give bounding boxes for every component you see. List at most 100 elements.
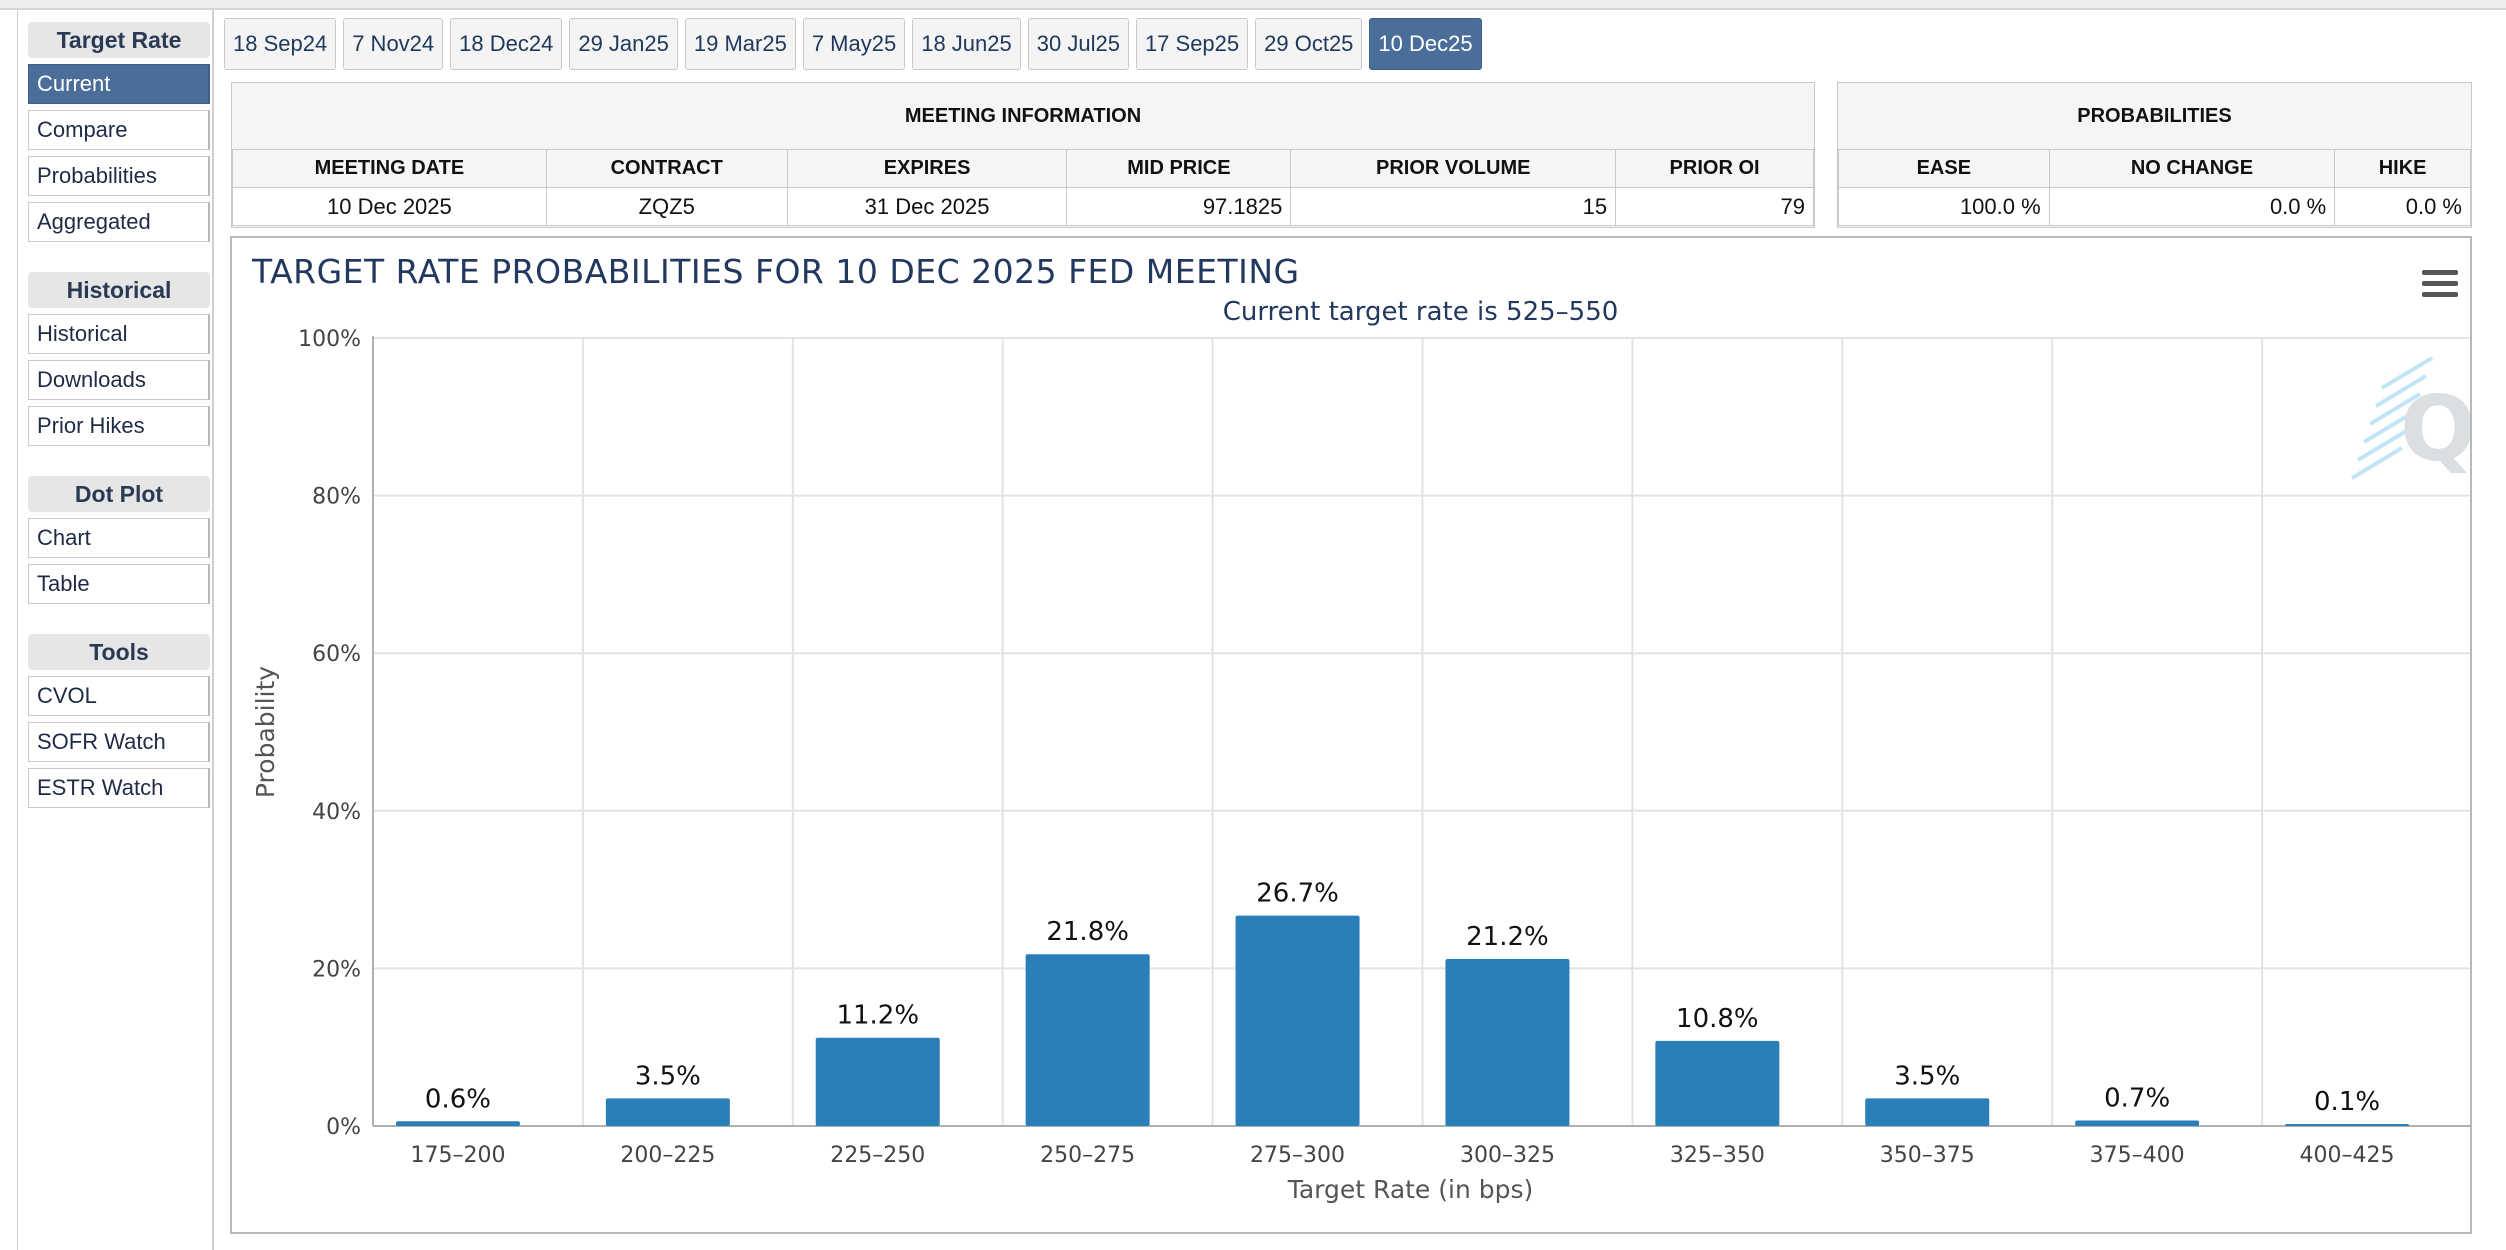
- table-cell: 100.0 %: [1838, 187, 2050, 226]
- sidebar-item[interactable]: SOFR Watch: [28, 722, 210, 762]
- bar-value-label: 10.8%: [1676, 1004, 1759, 1034]
- table-header-cell: HIKE: [2334, 149, 2471, 188]
- sidebar-item[interactable]: Probabilities: [28, 156, 210, 196]
- probability-bar-chart: Current target rate is 525–550 0% 20% 40% 60…: [251, 297, 2477, 1204]
- sidebar-item[interactable]: CVOL: [28, 676, 210, 716]
- sidebar-item[interactable]: Aggregated: [28, 202, 210, 242]
- x-tick-label: 300–325: [1460, 1143, 1555, 1168]
- table-cell: 10 Dec 2025: [232, 187, 547, 226]
- chart-title: TARGET RATE PROBABILITIES FOR 10 DEC 202…: [252, 252, 1300, 291]
- probabilities-header-row: EASE NO CHANGE HIKE: [1838, 149, 2471, 188]
- y-tick-label: 20%: [312, 957, 361, 982]
- meeting-tab[interactable]: 7 May25: [802, 18, 906, 70]
- bar-value-label: 3.5%: [1894, 1061, 1960, 1091]
- probabilities-panel: PROBABILITIES EASE NO CHANGE HIKE 100.0 % 0…: [1837, 82, 2472, 228]
- sidebar-item[interactable]: Historical: [28, 314, 210, 354]
- bar[interactable]: [1865, 1098, 1990, 1126]
- table-header-cell: PRIOR VOLUME: [1290, 149, 1617, 188]
- sidebar-item[interactable]: Current: [28, 64, 210, 104]
- sidebar-item[interactable]: ESTR Watch: [28, 768, 210, 808]
- y-tick-label: 100%: [298, 327, 361, 352]
- table-header-cell: EXPIRES: [786, 149, 1068, 188]
- table-cell: 31 Dec 2025: [786, 187, 1068, 226]
- table-header-cell: MID PRICE: [1066, 149, 1292, 188]
- left-gutter: [0, 10, 18, 1250]
- meeting-information-table: MEETING DATE CONTRACT EXPIRES MID PRICE PRIO…: [232, 149, 1814, 226]
- y-tick-label: 40%: [312, 800, 361, 825]
- bar-value-label: 0.1%: [2314, 1087, 2380, 1117]
- meeting-tab[interactable]: 18 Jun25: [912, 18, 1021, 70]
- table-header-cell: NO CHANGE: [2048, 149, 2336, 188]
- table-cell: 0.0 %: [2048, 187, 2336, 226]
- x-tick-label: 375–400: [2090, 1143, 2185, 1168]
- bar[interactable]: [395, 1121, 520, 1126]
- table-cell: 79: [1615, 187, 1814, 226]
- x-tick-label: 325–350: [1670, 1143, 1765, 1168]
- sidebar-heading: Target Rate: [28, 22, 210, 58]
- meeting-tab[interactable]: 29 Oct25: [1255, 18, 1363, 70]
- y-axis-title: Probability: [251, 666, 280, 798]
- sidebar-item[interactable]: Chart: [28, 518, 210, 558]
- sidebar-item[interactable]: Prior Hikes: [28, 406, 210, 446]
- y-tick-label: 0%: [326, 1115, 361, 1140]
- bar[interactable]: [815, 1037, 940, 1126]
- top-border: [0, 0, 2506, 10]
- bar-value-label: 0.7%: [2104, 1083, 2170, 1113]
- bar[interactable]: [1655, 1040, 1780, 1126]
- meeting-tab[interactable]: 18 Sep24: [224, 18, 337, 70]
- x-tick-label: 250–275: [1040, 1143, 1135, 1168]
- y-tick-label: 60%: [312, 642, 361, 667]
- bar[interactable]: [1445, 958, 1570, 1126]
- meeting-tab[interactable]: 17 Sep25: [1135, 18, 1249, 70]
- meeting-tabs: 18 Sep24 7 Nov24 18 Dec24 29 Jan25 19 Mar25 7…: [224, 18, 1482, 70]
- table-header-cell: CONTRACT: [545, 149, 788, 188]
- x-tick-label: 400–425: [2300, 1143, 2395, 1168]
- svg-text:Q: Q: [2400, 377, 2470, 482]
- table-header-cell: EASE: [1838, 149, 2050, 188]
- chart-subtitle: Current target rate is 525–550: [1223, 297, 1619, 327]
- bar[interactable]: [2075, 1120, 2200, 1126]
- bar-value-label: 26.7%: [1256, 879, 1339, 909]
- meeting-tab[interactable]: 7 Nov24: [343, 18, 444, 70]
- sidebar-heading: Tools: [28, 634, 210, 670]
- chart-container: TARGET RATE PROBABILITIES FOR 10 DEC 202…: [230, 236, 2477, 1234]
- meeting-tab[interactable]: 29 Jan25: [569, 18, 678, 70]
- x-axis-title: Target Rate (in bps): [1287, 1175, 1534, 1204]
- meeting-tab[interactable]: 19 Mar25: [684, 18, 796, 70]
- bar-value-label: 3.5%: [635, 1061, 701, 1091]
- sidebar-nav: Target Rate Current Compare Probabilities Ag…: [28, 22, 210, 814]
- x-tick-label: 225–250: [830, 1143, 925, 1168]
- x-tick-label: 350–375: [1880, 1143, 1975, 1168]
- hamburger-menu-icon[interactable]: [2422, 270, 2458, 298]
- meeting-tab[interactable]: 18 Dec24: [450, 18, 563, 70]
- sidebar-item[interactable]: Downloads: [28, 360, 210, 400]
- x-tick-label: 275–300: [1250, 1143, 1345, 1168]
- sidebar-spacer: [28, 452, 210, 476]
- bar[interactable]: [2285, 1124, 2410, 1126]
- bar-value-label: 21.2%: [1466, 922, 1549, 952]
- bar[interactable]: [1025, 954, 1150, 1126]
- meeting-tab[interactable]: 10 Dec25: [1369, 18, 1482, 70]
- meeting-information-title: MEETING INFORMATION: [904, 104, 1142, 127]
- sidebar-heading: Dot Plot: [28, 476, 210, 512]
- table-header-cell: MEETING DATE: [232, 149, 547, 188]
- table-cell: 0.0 %: [2334, 187, 2471, 226]
- table-cell: 15: [1290, 187, 1617, 226]
- bar[interactable]: [605, 1098, 730, 1126]
- bar-value-label: 11.2%: [836, 1001, 919, 1031]
- meeting-information-panel: MEETING INFORMATION MEETING DATE CONTRACT…: [231, 82, 1815, 228]
- meeting-information-header-row: MEETING DATE CONTRACT EXPIRES MID PRICE PRIO…: [232, 149, 1814, 188]
- sidebar-item[interactable]: Table: [28, 564, 210, 604]
- table-cell: 97.1825: [1066, 187, 1292, 226]
- probabilities-data-row: 100.0 % 0.0 % 0.0 %: [1838, 187, 2471, 226]
- y-tick-label: 80%: [312, 485, 361, 510]
- probabilities-table: EASE NO CHANGE HIKE 100.0 % 0.0 % 0.0 %: [1838, 149, 2471, 226]
- table-cell: ZQZ5: [545, 187, 788, 226]
- sidebar-item[interactable]: Compare: [28, 110, 210, 150]
- x-tick-label: 200–225: [620, 1143, 715, 1168]
- bar-value-label: 0.6%: [425, 1084, 491, 1114]
- bar[interactable]: [1235, 915, 1360, 1126]
- sidebar-spacer: [28, 248, 210, 272]
- sidebar-spacer: [28, 610, 210, 634]
- meeting-tab[interactable]: 30 Jul25: [1027, 18, 1129, 70]
